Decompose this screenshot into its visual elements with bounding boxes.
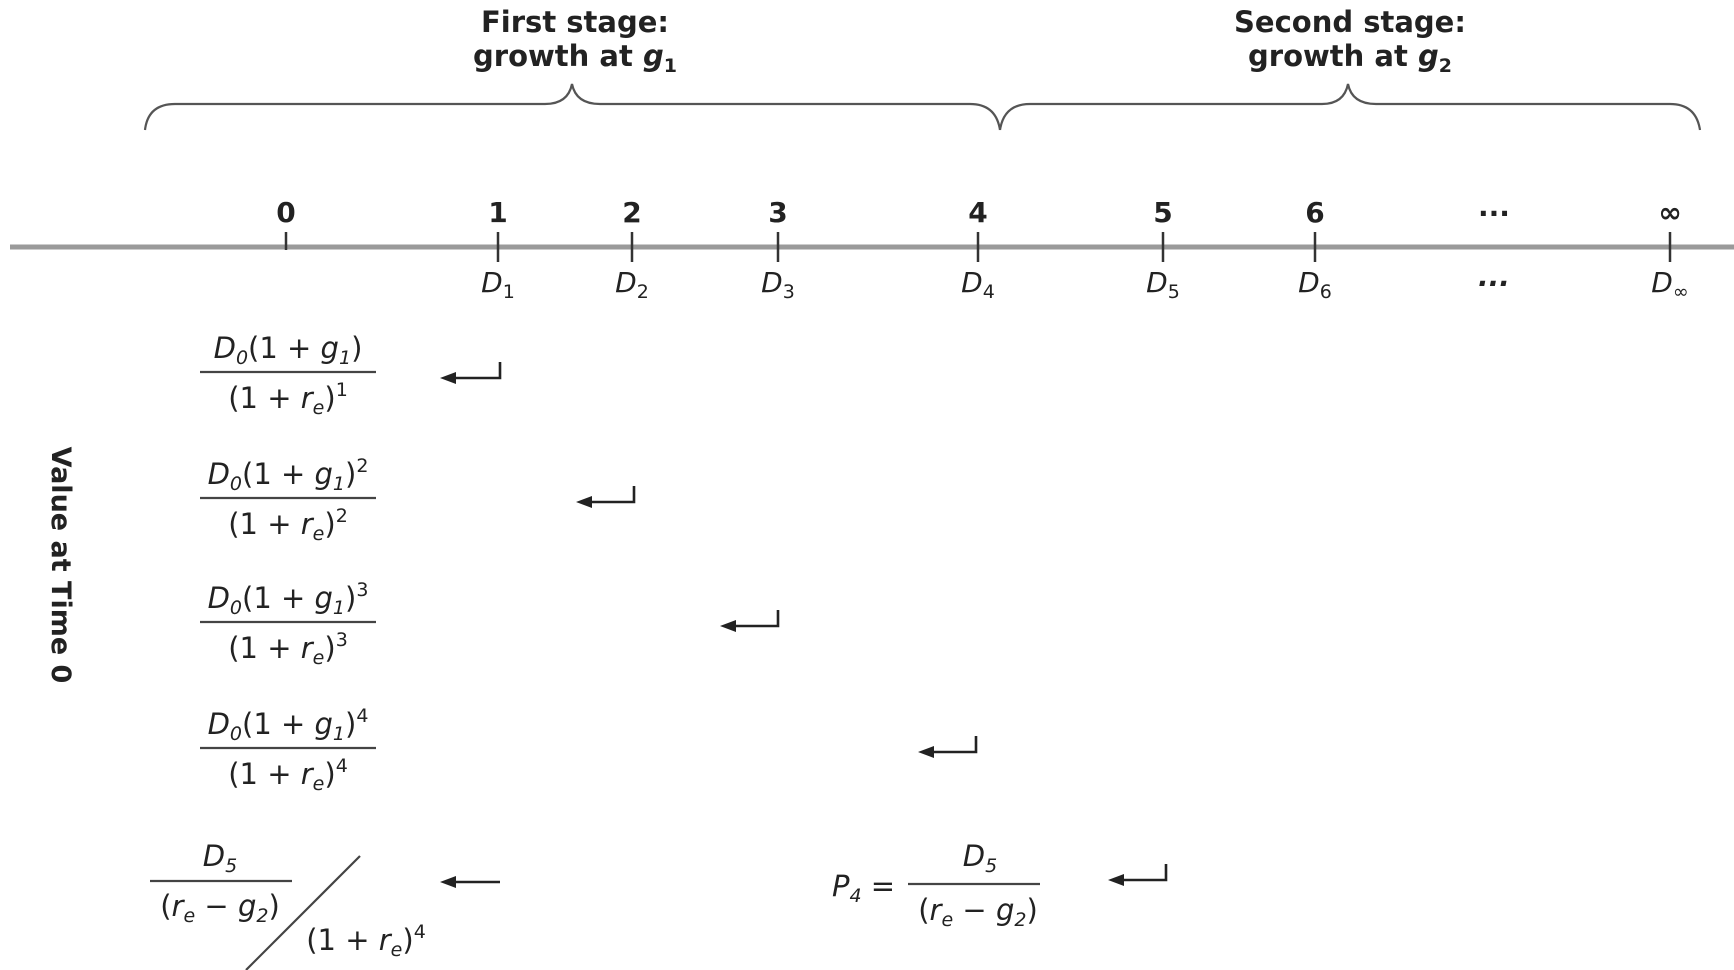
dividend-label-7: D∞ <box>1651 266 1688 303</box>
first-stage-growth: growth at g1 <box>473 39 677 77</box>
pv-term-denominator: (1 + re)4 <box>228 755 348 795</box>
dividend-label-5: D6 <box>1298 266 1332 303</box>
dividend-label-3: D4 <box>961 266 995 303</box>
pv-term-denominator: (1 + re)1 <box>228 379 348 419</box>
terminal-slash-bar <box>245 855 361 970</box>
discount-arrows <box>440 362 1168 888</box>
discount-arrow-1 <box>440 362 502 384</box>
price-denominator: (re − g2) <box>918 893 1038 931</box>
tick-label-5: 5 <box>1153 196 1172 229</box>
price-numerator: D5 <box>963 839 997 877</box>
price-at-4-formula: P4 = D5 (re − g2) <box>832 839 1040 931</box>
terminal-value-term: D5 (re − g2) (1 + re)4 <box>150 839 426 970</box>
tick-label-6: 6 <box>1305 196 1324 229</box>
discount-arrow-3 <box>720 610 780 632</box>
second-stage-growth: growth at g2 <box>1248 39 1452 77</box>
pv-term-numerator: D0(1 + g1)2 <box>208 455 369 495</box>
pv-term-numerator: D0(1 + g1)3 <box>208 579 369 619</box>
price-lhs: P4 = <box>832 869 895 907</box>
pv-term-denominator: (1 + re)3 <box>228 629 348 669</box>
tick-label-7: ... <box>1478 190 1510 223</box>
dividend-label-0: D1 <box>481 266 515 303</box>
dividend-label-2: D3 <box>761 266 795 303</box>
tick-label-3: 3 <box>768 196 787 229</box>
pv-term-numerator: D0(1 + g1) <box>214 331 363 369</box>
second-stage-brace <box>998 83 1702 131</box>
first-stage-title: First stage: <box>481 5 669 39</box>
timeline-ticks <box>284 232 1672 262</box>
timeline-tick-labels: 0 1 2 3 4 5 6... ∞ <box>276 190 1681 229</box>
dividend-label-6: ... <box>1478 260 1510 293</box>
value-at-time-0-label: Value at Time 0 <box>45 447 76 684</box>
tick-label-8: ∞ <box>1658 196 1681 229</box>
pv-term-1: D0(1 + g1) (1 + re)1 <box>200 331 376 419</box>
present-value-terms: D0(1 + g1)(1 + re)1D0(1 + g1)2(1 + re)2D… <box>200 331 376 795</box>
tick-label-2: 2 <box>622 196 641 229</box>
dividend-labels: D1 D2 D3 D4 D5 D6... D∞ <box>481 260 1689 303</box>
first-stage-brace <box>143 83 1002 131</box>
second-stage-title: Second stage: <box>1234 5 1466 39</box>
pv-term-numerator: D0(1 + g1)4 <box>208 705 369 745</box>
discount-arrow-2 <box>576 486 636 508</box>
terminal-outer-denominator: (1 + re)4 <box>306 921 426 961</box>
dividend-label-4: D5 <box>1146 266 1180 303</box>
discount-arrow-4 <box>918 736 978 758</box>
discount-arrow-5 <box>440 876 500 888</box>
dividend-label-1: D2 <box>615 266 649 303</box>
discount-arrow-6 <box>1108 864 1168 886</box>
tick-label-0: 0 <box>276 196 295 229</box>
pv-term-denominator: (1 + re)2 <box>228 505 348 545</box>
pv-term-3: D0(1 + g1)3 (1 + re)3 <box>200 579 376 669</box>
terminal-numerator: D5 <box>203 839 237 877</box>
tick-label-4: 4 <box>968 196 987 229</box>
pv-term-4: D0(1 + g1)4 (1 + re)4 <box>200 705 376 795</box>
pv-term-2: D0(1 + g1)2 (1 + re)2 <box>200 455 376 545</box>
terminal-inner-denominator: (re − g2) <box>160 889 280 927</box>
tick-label-1: 1 <box>488 196 507 229</box>
